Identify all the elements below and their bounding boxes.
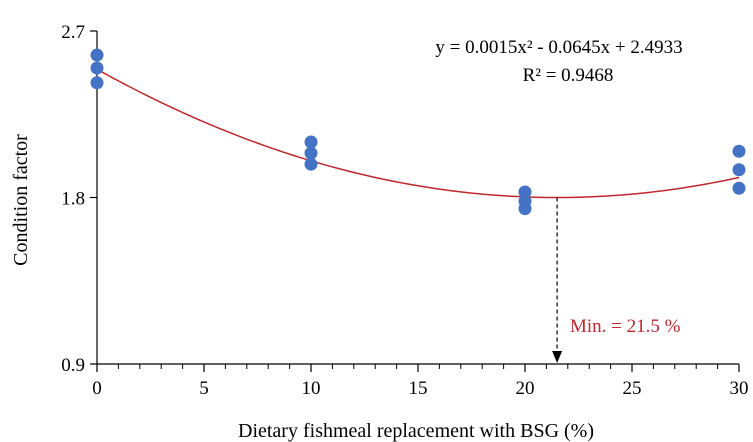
y-tick-label: 0.9 xyxy=(61,355,85,376)
x-tick-label: 0 xyxy=(92,378,102,399)
x-ticks: 0 5 10 15 20 25 30 xyxy=(92,364,749,399)
data-points xyxy=(90,48,746,216)
data-point xyxy=(304,135,318,149)
data-point xyxy=(90,61,104,75)
data-point xyxy=(518,202,532,216)
r-squared-label: R² = 0.9468 xyxy=(523,65,614,86)
data-point xyxy=(90,76,104,90)
axes xyxy=(96,31,739,365)
min-annotation: Min. = 21.5 % xyxy=(570,316,681,337)
y-tick-label: 1.8 xyxy=(61,189,85,210)
y-axis-title: Condition factor xyxy=(10,134,32,266)
data-point xyxy=(732,144,746,158)
min-arrow-head xyxy=(552,351,563,363)
x-axis-title: Dietary fishmeal replacement with BSG (%… xyxy=(238,420,594,442)
y-tick-label: 2.7 xyxy=(61,22,85,43)
data-point xyxy=(732,163,746,177)
x-tick-label: 20 xyxy=(516,378,535,399)
x-tick-label: 5 xyxy=(199,378,209,399)
data-point xyxy=(304,146,318,160)
trendline-equation: y = 0.0015x² - 0.0645x + 2.4933 xyxy=(435,37,682,58)
x-tick-label: 10 xyxy=(302,378,321,399)
trendline xyxy=(96,68,740,199)
data-point xyxy=(518,185,532,199)
y-ticks: 0.9 1.8 2.7 xyxy=(61,22,97,376)
x-tick-label: 30 xyxy=(730,378,749,399)
data-point xyxy=(304,157,318,171)
data-point xyxy=(732,181,746,195)
x-tick-label: 15 xyxy=(409,378,428,399)
data-point xyxy=(90,48,104,62)
x-tick-label: 25 xyxy=(623,378,642,399)
x-minor-ticks xyxy=(117,364,719,369)
